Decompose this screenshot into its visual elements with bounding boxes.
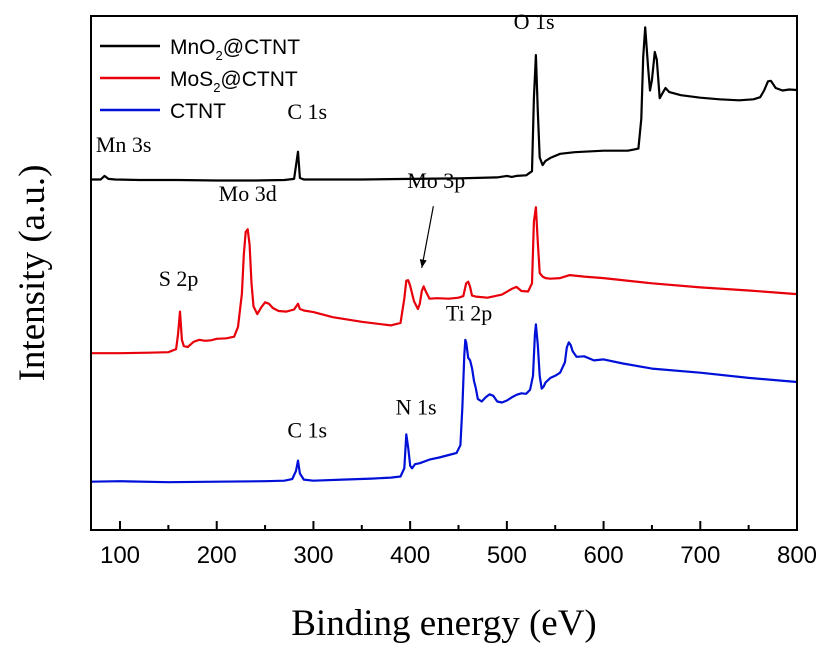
x-axis-label: Binding energy (eV)	[291, 603, 597, 644]
x-tick-label: 700	[680, 542, 720, 569]
peak-label: Mn 3s	[96, 132, 152, 157]
x-tick-label: 400	[390, 542, 430, 569]
peak-label: S 2p	[159, 266, 199, 291]
legend: MnO2@CTNT MoS2@CTNT CTNT	[100, 36, 300, 123]
series-line-1	[91, 206, 797, 355]
legend-entry-1: MoS2@CTNT	[170, 68, 298, 95]
mo3p-arrow-shaft	[421, 206, 434, 268]
peak-label: Mo 3p	[407, 168, 465, 193]
series-layer	[91, 26, 797, 484]
x-tick-label: 600	[584, 542, 624, 569]
y-axis-label: Intensity (a.u.)	[12, 165, 53, 382]
peak-label: Mo 3d	[219, 181, 277, 206]
x-axis-ticks: 100 200 300 400 500 600 700 800	[100, 521, 817, 569]
mo3p-arrow-head	[419, 259, 427, 268]
peak-label: C 1s	[287, 417, 327, 442]
peak-label: Ti 2p	[446, 300, 492, 325]
peak-label: N 1s	[396, 394, 437, 419]
x-tick-label: 100	[100, 542, 140, 569]
plot-frame	[90, 15, 798, 531]
peak-label: C 1s	[287, 99, 327, 124]
series-line-2	[91, 323, 797, 484]
legend-entry-2: CTNT	[170, 100, 226, 123]
x-tick-label: 800	[777, 542, 817, 569]
legend-entry-0: MnO2@CTNT	[170, 36, 300, 63]
x-tick-label: 500	[487, 542, 527, 569]
peak-label: O 1s	[514, 9, 555, 34]
x-tick-label: 200	[197, 542, 237, 569]
x-tick-label: 300	[293, 542, 333, 569]
series-line-0	[91, 26, 797, 182]
